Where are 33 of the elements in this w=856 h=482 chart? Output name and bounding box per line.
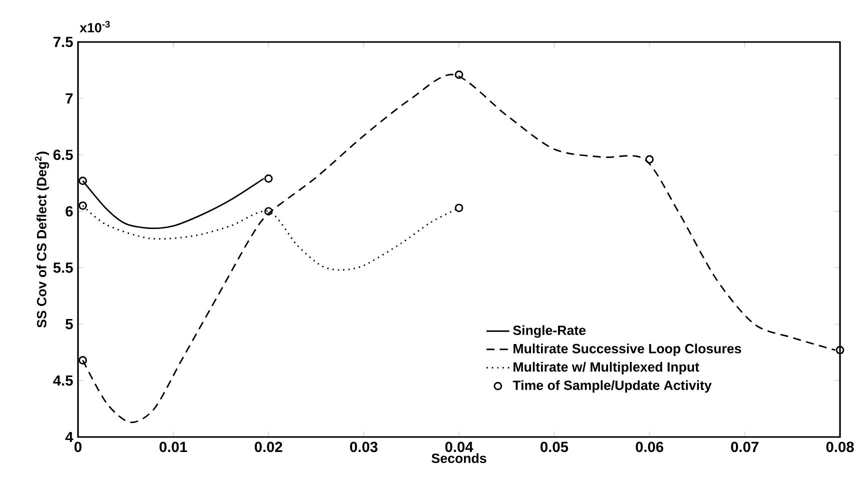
point xyxy=(264,207,273,216)
x-tick-label: 0 xyxy=(74,442,82,452)
y-tick-label: 4 xyxy=(65,432,74,442)
text: x10$^{-3}$ xyxy=(80,20,110,32)
y-tick-label: 6 xyxy=(66,206,73,216)
x-axis-title: Seconds xyxy=(432,453,486,464)
x-tick-label: 0.06 xyxy=(636,442,664,452)
x-tick-label: 0.08 xyxy=(826,442,854,452)
x-tick-label: 0.05 xyxy=(540,442,568,452)
point xyxy=(454,204,464,212)
point xyxy=(836,346,844,354)
x-tick-label: 0.01 xyxy=(160,442,188,452)
y-tick-label: 7.5 xyxy=(54,36,73,48)
point xyxy=(454,70,464,79)
y-tick-label: 5 xyxy=(66,319,73,330)
x-tick-label: 0.03 xyxy=(350,442,378,452)
y-axis-title: SS Cov of CS Deflect (Deg$^{2}$) xyxy=(34,152,50,328)
point xyxy=(78,201,87,210)
y-tick-label: 4.5 xyxy=(53,375,73,386)
x-tick-label: 0.04 xyxy=(445,442,474,452)
legend-label: Single-Rate xyxy=(513,325,586,338)
x-tick-label: 0.02 xyxy=(254,442,282,452)
y-tick-label: 5.5 xyxy=(53,262,73,273)
point xyxy=(78,356,87,364)
legend-label: Multirate w/ Multiplexed Input xyxy=(514,362,700,374)
x-tick-label: 0.07 xyxy=(731,442,758,452)
point xyxy=(645,155,654,164)
y-tick-label: 6.5 xyxy=(53,150,73,160)
legend-label: Time of Sample/Update Activity xyxy=(512,380,712,393)
point xyxy=(78,176,87,186)
legend-label: Multirate Successive Loop Closures xyxy=(514,344,742,356)
point xyxy=(264,174,273,183)
y-tick-label: 7 xyxy=(66,93,73,104)
